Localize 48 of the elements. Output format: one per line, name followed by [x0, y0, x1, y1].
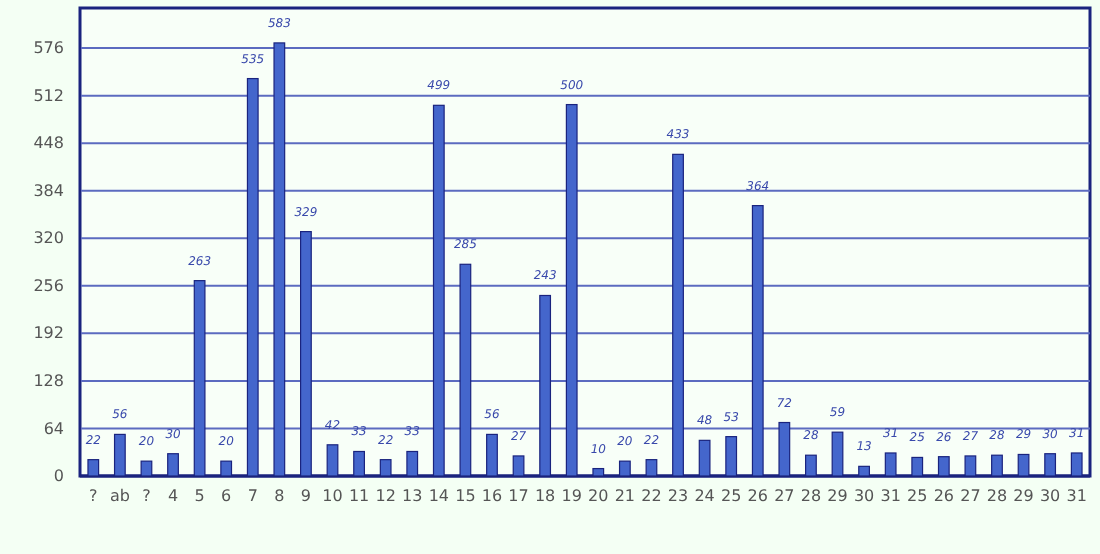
- x-tick-label: 28: [986, 487, 1008, 506]
- x-tick-label: 12: [375, 487, 396, 506]
- x-tick-label: 25: [721, 487, 742, 506]
- x-tick-label: ?: [89, 487, 98, 506]
- x-tick-label: 21: [614, 487, 636, 506]
- y-tick-label: 192: [33, 324, 64, 343]
- x-tick-label: 15: [455, 487, 476, 506]
- x-tick-label: 29: [1013, 487, 1034, 506]
- y-tick-label: 384: [33, 181, 64, 200]
- x-tick-label: 9: [300, 487, 312, 506]
- x-tick-label: 18: [534, 487, 556, 506]
- x-tick-label: 7: [247, 487, 258, 506]
- y-tick-label: 128: [33, 372, 64, 391]
- x-tick-label: 16: [481, 487, 503, 506]
- x-tick-label: 10: [322, 487, 343, 506]
- x-tick-label: 4: [167, 487, 179, 506]
- x-tick-label: 19: [561, 487, 582, 506]
- y-tick-label: 448: [33, 134, 64, 153]
- x-tick-label: 30: [853, 487, 875, 506]
- x-tick-label: 27: [774, 487, 795, 506]
- x-tick-label: 24: [694, 487, 715, 506]
- x-tick-label: 26: [933, 487, 954, 506]
- x-tick-label: ?: [142, 487, 151, 506]
- x-tick-label: 31: [880, 487, 901, 506]
- x-tick-label: 30: [1039, 487, 1061, 506]
- x-tick-label: 25: [907, 487, 928, 506]
- y-tick-label: 320: [33, 229, 64, 248]
- y-tick-label: 512: [33, 86, 64, 105]
- y-tick-label: 0: [53, 467, 64, 486]
- x-tick-label: 13: [402, 487, 423, 506]
- x-tick-label: 5: [194, 487, 205, 506]
- x-tick-label: 20: [588, 487, 609, 506]
- x-tick-label: 22: [641, 487, 662, 506]
- x-tick-label: 17: [508, 487, 529, 506]
- x-tick-label: 29: [827, 487, 848, 506]
- x-tick-label: 23: [667, 487, 689, 506]
- x-tick-label: 26: [747, 487, 768, 506]
- x-tick-label: 14: [428, 487, 449, 506]
- x-tick-label: 8: [274, 487, 285, 506]
- x-tick-label: 28: [800, 487, 822, 506]
- x-tick-label: ab: [109, 487, 130, 506]
- y-tick-label: 256: [33, 276, 64, 295]
- y-tick-label: 576: [33, 39, 64, 58]
- x-tick-label: 31: [1066, 487, 1087, 506]
- x-tick-label: 6: [221, 487, 232, 506]
- x-tick-label: 11: [348, 487, 370, 506]
- x-tick-label: 27: [960, 487, 981, 506]
- y-tick-label: 64: [43, 419, 64, 438]
